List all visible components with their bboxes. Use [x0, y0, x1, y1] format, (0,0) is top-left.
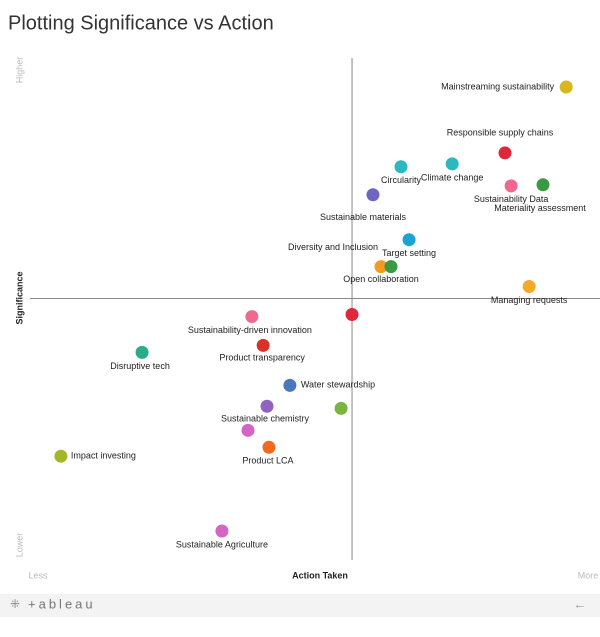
point-label: Circularity: [381, 175, 422, 185]
point-label: Product transparency: [219, 353, 305, 363]
point-label: Diversity and Inclusion: [288, 242, 378, 252]
point-label: Sustainability Data: [474, 194, 549, 204]
logo-icon: ⁜: [10, 597, 20, 611]
point-label: Disruptive tech: [110, 361, 170, 371]
point: [334, 401, 348, 415]
point-label: Climate change: [421, 172, 484, 182]
point: [394, 160, 408, 174]
point: [504, 179, 518, 193]
point: [215, 524, 229, 538]
point: [384, 260, 398, 274]
point: [241, 423, 255, 437]
point-label: Materiality assessment: [494, 203, 586, 213]
point-label: Sustainability-driven innovation: [188, 325, 312, 335]
point: [54, 449, 68, 463]
point-label: Sustainable Agriculture: [176, 539, 268, 549]
point: [445, 157, 459, 171]
footer-bar: [0, 594, 600, 617]
point-label: Sustainable chemistry: [221, 414, 310, 424]
point: [262, 440, 276, 454]
point-label: Sustainable materials: [320, 212, 407, 222]
y-low-label: Lower: [14, 533, 24, 558]
point-label: Open collaboration: [343, 274, 419, 284]
point: [536, 178, 550, 192]
point: [402, 233, 416, 247]
point-label: Water stewardship: [301, 380, 375, 390]
point-label: Product LCA: [242, 456, 293, 466]
point: [345, 307, 359, 321]
point: [374, 260, 388, 274]
point: [260, 399, 274, 413]
footer-logo[interactable]: +ableau: [28, 596, 96, 611]
point: [559, 80, 573, 94]
point-label: Mainstreaming sustainability: [441, 81, 555, 91]
y-axis-label: Significance: [14, 271, 24, 324]
point: [135, 345, 149, 359]
x-axis-label: Action Taken: [292, 570, 348, 580]
point: [498, 146, 512, 160]
y-high-label: Higher: [14, 57, 24, 84]
x-high-label: More: [578, 570, 599, 580]
point: [522, 280, 536, 294]
point: [245, 310, 259, 324]
point-label: Managing requests: [491, 295, 568, 305]
chart-title: Plotting Significance vs Action: [8, 12, 274, 34]
point-label: Impact investing: [71, 451, 136, 461]
point: [256, 338, 270, 352]
point: [283, 378, 297, 392]
x-low-label: Less: [28, 570, 48, 580]
back-arrow[interactable]: ←: [574, 596, 587, 611]
point: [366, 188, 380, 202]
point-label: Target setting: [382, 248, 436, 258]
point-label: Responsible supply chains: [447, 127, 554, 137]
